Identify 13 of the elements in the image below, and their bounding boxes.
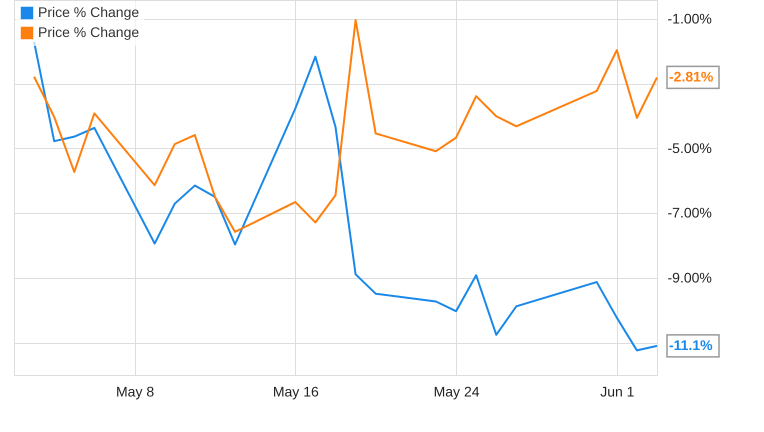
y-tick-label: -9.00% bbox=[668, 269, 712, 286]
legend-label: Price % Change bbox=[38, 24, 140, 40]
legend-label: Price % Change bbox=[38, 4, 140, 20]
y-tick-label: -1.00% bbox=[668, 10, 712, 26]
data-label: -11.1% bbox=[669, 336, 714, 353]
x-tick-label: Jun 1 bbox=[600, 384, 635, 400]
line-series bbox=[33, 19, 658, 233]
x-tick-label: May 24 bbox=[434, 384, 480, 400]
y-tick-label: -5.00% bbox=[668, 140, 712, 156]
data-label: -2.81% bbox=[669, 68, 714, 84]
x-tick-label: May 16 bbox=[272, 384, 319, 400]
x-tick-label: May 8 bbox=[116, 384, 154, 400]
y-tick-label: -7.00% bbox=[668, 204, 712, 221]
